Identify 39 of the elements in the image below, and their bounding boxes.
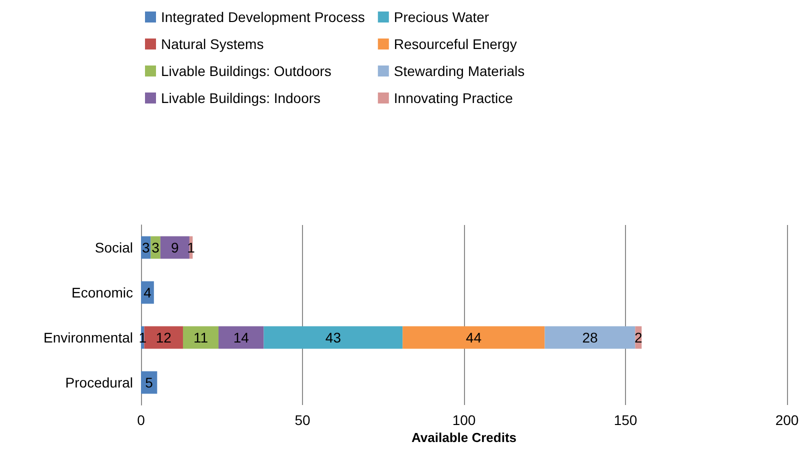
data-label: 3 (142, 240, 150, 256)
data-label: 12 (156, 330, 172, 346)
x-tick-label: 200 (775, 412, 799, 428)
y-tick-label: Social (94, 240, 133, 256)
data-label: 1 (187, 240, 196, 256)
x-tick-label: 100 (452, 412, 476, 428)
data-label: 14 (233, 330, 250, 346)
legend-label: Livable Buildings: Indoors (161, 90, 321, 106)
legend-label: Natural Systems (161, 36, 264, 52)
data-label: 43 (325, 330, 342, 346)
data-label: 5 (145, 374, 154, 390)
bar (160, 236, 190, 259)
y-tick-label: Procedural (65, 374, 133, 390)
data-label: 11 (193, 330, 208, 346)
x-tick-label: 0 (137, 412, 146, 428)
data-label: 4 (144, 284, 152, 300)
x-tick-label: 50 (294, 412, 310, 428)
data-label: 1 (138, 330, 147, 346)
legend-label: Stewarding Materials (394, 63, 525, 79)
bar (182, 326, 219, 349)
legend-label: Livable Buildings: Outdoors (161, 63, 332, 79)
x-axis-title: Available Credits (411, 430, 517, 445)
y-tick-label: Economic (72, 284, 133, 300)
legend-label: Resourceful Energy (394, 36, 517, 52)
data-label: 44 (466, 330, 482, 346)
legend-label: Innovating Practice (394, 90, 514, 106)
bar (544, 326, 636, 349)
legend-label: Precious Water (394, 9, 490, 25)
legend-label: Integrated Development Process (161, 9, 365, 25)
bar (218, 326, 264, 349)
data-label: 2 (634, 330, 643, 346)
x-tick-label: 150 (614, 412, 638, 428)
data-label: 28 (582, 330, 598, 346)
bar (402, 326, 545, 349)
bar (144, 326, 183, 349)
data-label: 9 (171, 240, 180, 256)
data-label: 3 (152, 240, 160, 256)
y-tick-label: Environmental (44, 330, 133, 346)
bar (264, 326, 403, 349)
